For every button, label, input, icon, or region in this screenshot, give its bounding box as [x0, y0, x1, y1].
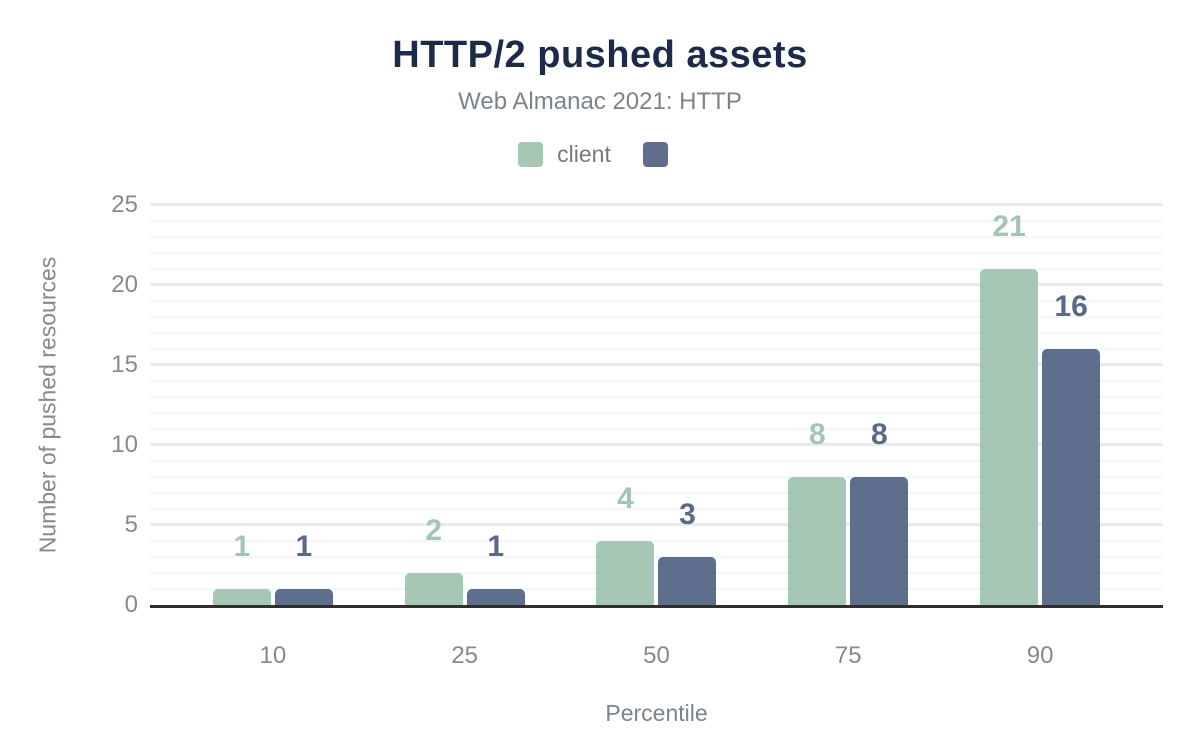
bar-value-label: 2	[425, 514, 443, 547]
minor-gridline	[150, 572, 1163, 574]
legend: client	[0, 141, 1200, 168]
minor-gridline	[150, 412, 1163, 414]
bar-client-p50: 4	[596, 484, 655, 605]
bar-client-p10: 1	[212, 532, 271, 605]
minor-gridline	[150, 300, 1163, 302]
bar-group-p90: 21 16	[980, 205, 1101, 605]
legend-label-client: client	[557, 141, 611, 167]
bar-value-label: 3	[679, 498, 696, 531]
x-tick-label-25: 25	[451, 642, 479, 669]
minor-gridline	[150, 492, 1163, 494]
chart-title: HTTP/2 pushed assets	[392, 34, 808, 76]
x-tick-label-50: 50	[643, 642, 670, 669]
legend-swatch-client	[518, 142, 544, 167]
bar-series2-p25: 1	[466, 532, 525, 605]
legend-swatch-series2	[642, 142, 668, 167]
minor-gridline	[150, 348, 1163, 350]
bar-client-p75: 8	[788, 420, 847, 605]
y-tick-label: 20	[111, 271, 138, 298]
bar-value-label: 1	[295, 530, 313, 563]
x-axis-tick-labels: 10 25 50 75 90	[150, 642, 1163, 670]
y-tick-label: 5	[124, 511, 138, 538]
minor-gridline	[150, 540, 1163, 542]
minor-gridline	[150, 556, 1163, 558]
minor-gridline	[150, 476, 1163, 478]
minor-gridline	[150, 396, 1163, 398]
bar-client-p25: 2	[404, 516, 463, 605]
bar-client-p90: 21	[980, 212, 1039, 605]
minor-gridline	[150, 236, 1163, 238]
minor-gridline	[150, 508, 1163, 510]
major-gridline	[150, 523, 1163, 526]
bar-series2-p50: 3	[658, 500, 717, 605]
legend-item-client[interactable]: client	[518, 141, 611, 168]
chart-subtitle: Web Almanac 2021: HTTP	[458, 88, 742, 115]
minor-gridline	[150, 220, 1163, 222]
bar-value-label: 21	[992, 210, 1026, 243]
minor-gridline	[150, 588, 1163, 590]
major-gridline	[150, 363, 1163, 366]
x-tick-label-90: 90	[1026, 642, 1054, 669]
y-tick-label: 0	[124, 591, 138, 618]
major-gridline	[150, 443, 1163, 446]
major-gridline	[150, 283, 1163, 286]
bar-value-label: 8	[808, 418, 826, 451]
bar-value-label: 8	[870, 418, 888, 451]
bar-value-label: 1	[233, 530, 251, 563]
minor-gridline	[150, 332, 1163, 334]
y-tick-label: 10	[111, 431, 138, 458]
minor-gridline	[150, 380, 1163, 382]
minor-gridline	[150, 428, 1163, 430]
bar-series2-p10: 1	[274, 532, 333, 605]
y-tick-label: 25	[111, 191, 138, 218]
y-tick-label: 15	[111, 351, 138, 378]
bar-groups: 1 1 2 1 4 3 8 8 21 16	[150, 205, 1163, 605]
minor-gridline	[150, 252, 1163, 254]
x-tick-label-10: 10	[259, 642, 287, 669]
bar-value-label: 4	[617, 482, 634, 515]
y-axis-title: Number of pushed resources	[34, 256, 61, 554]
minor-gridline	[150, 268, 1163, 270]
x-tick-label-75: 75	[834, 642, 862, 669]
x-axis-title: Percentile	[605, 700, 708, 726]
bar-value-label: 16	[1054, 290, 1088, 323]
major-gridline	[150, 203, 1163, 206]
bar-value-label: 1	[487, 530, 505, 563]
bar-series2-p90: 16	[1042, 292, 1101, 605]
chart-area: Number of pushed resources 1 1 2 1 4 3 8 8 21 16 …	[0, 180, 1200, 742]
bar-series2-p75: 8	[850, 420, 909, 605]
plot-area: 1 1 2 1 4 3 8 8 21 16	[150, 203, 1163, 608]
minor-gridline	[150, 316, 1163, 318]
minor-gridline	[150, 460, 1163, 462]
legend-item-series2[interactable]	[642, 142, 682, 167]
